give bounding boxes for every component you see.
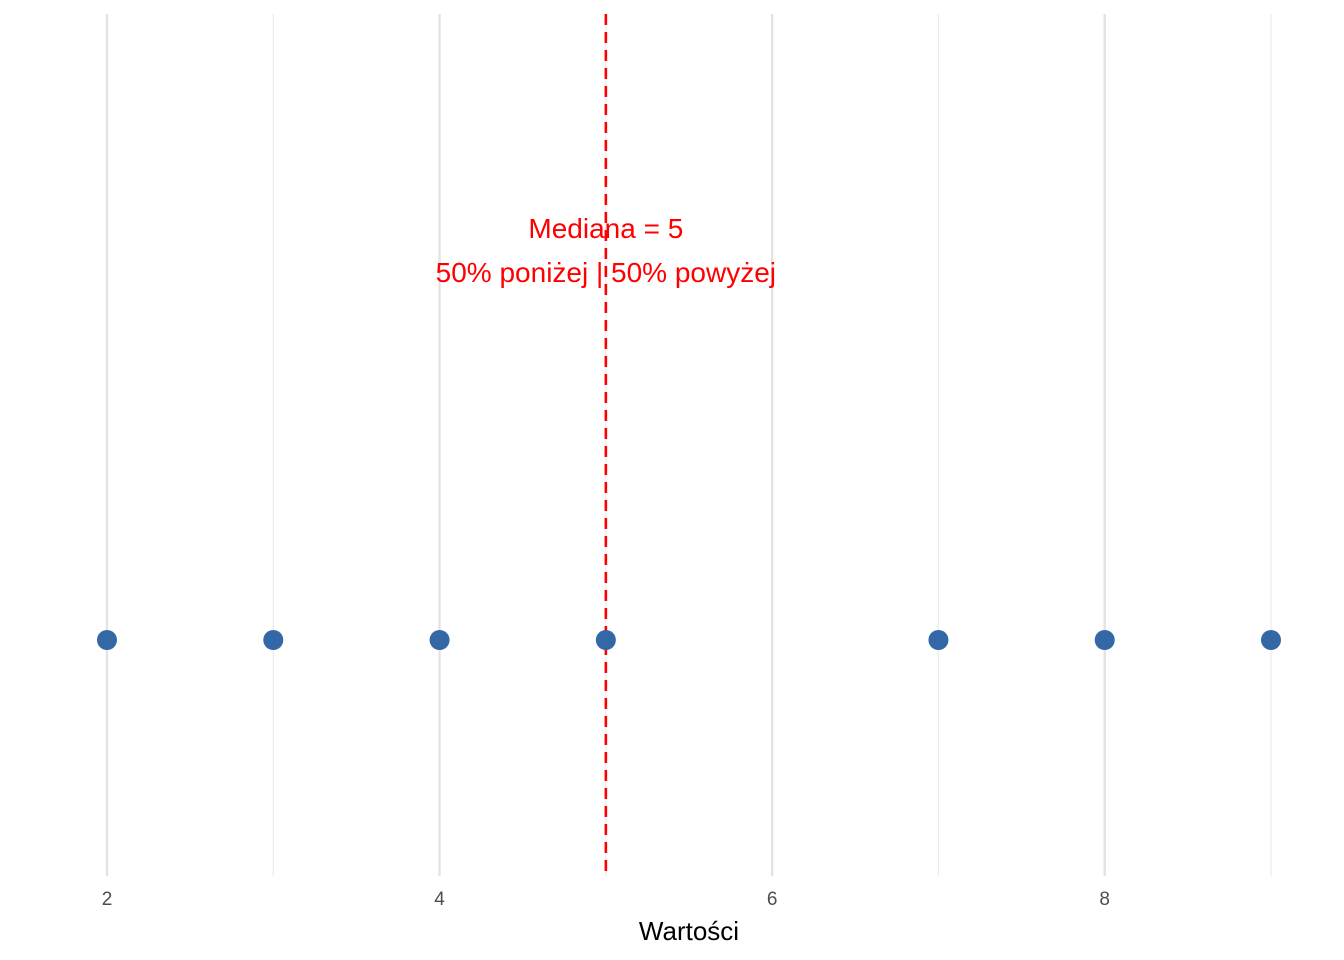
annotation-layer: Mediana = 5 50% poniżej | 50% powyżej [436,213,776,288]
x-tick-label: 4 [434,889,445,910]
x-tick-label: 6 [767,889,778,910]
x-tick-label: 2 [102,889,113,910]
data-point [1261,630,1281,650]
points-layer [97,630,1281,650]
data-point [429,630,450,650]
x-axis-title: Wartości [639,916,739,946]
data-point [1094,630,1115,650]
data-point [595,630,616,650]
annotation-line: Mediana = 5 [528,213,683,244]
data-point [263,630,284,650]
x-tick-labels: 2 4 6 8 [102,889,1110,910]
data-point [928,630,949,650]
annotation-line: 50% poniżej | 50% powyżej [436,257,776,288]
x-tick-label: 8 [1099,889,1110,910]
data-point [97,630,117,650]
grid-layer [105,14,1272,876]
